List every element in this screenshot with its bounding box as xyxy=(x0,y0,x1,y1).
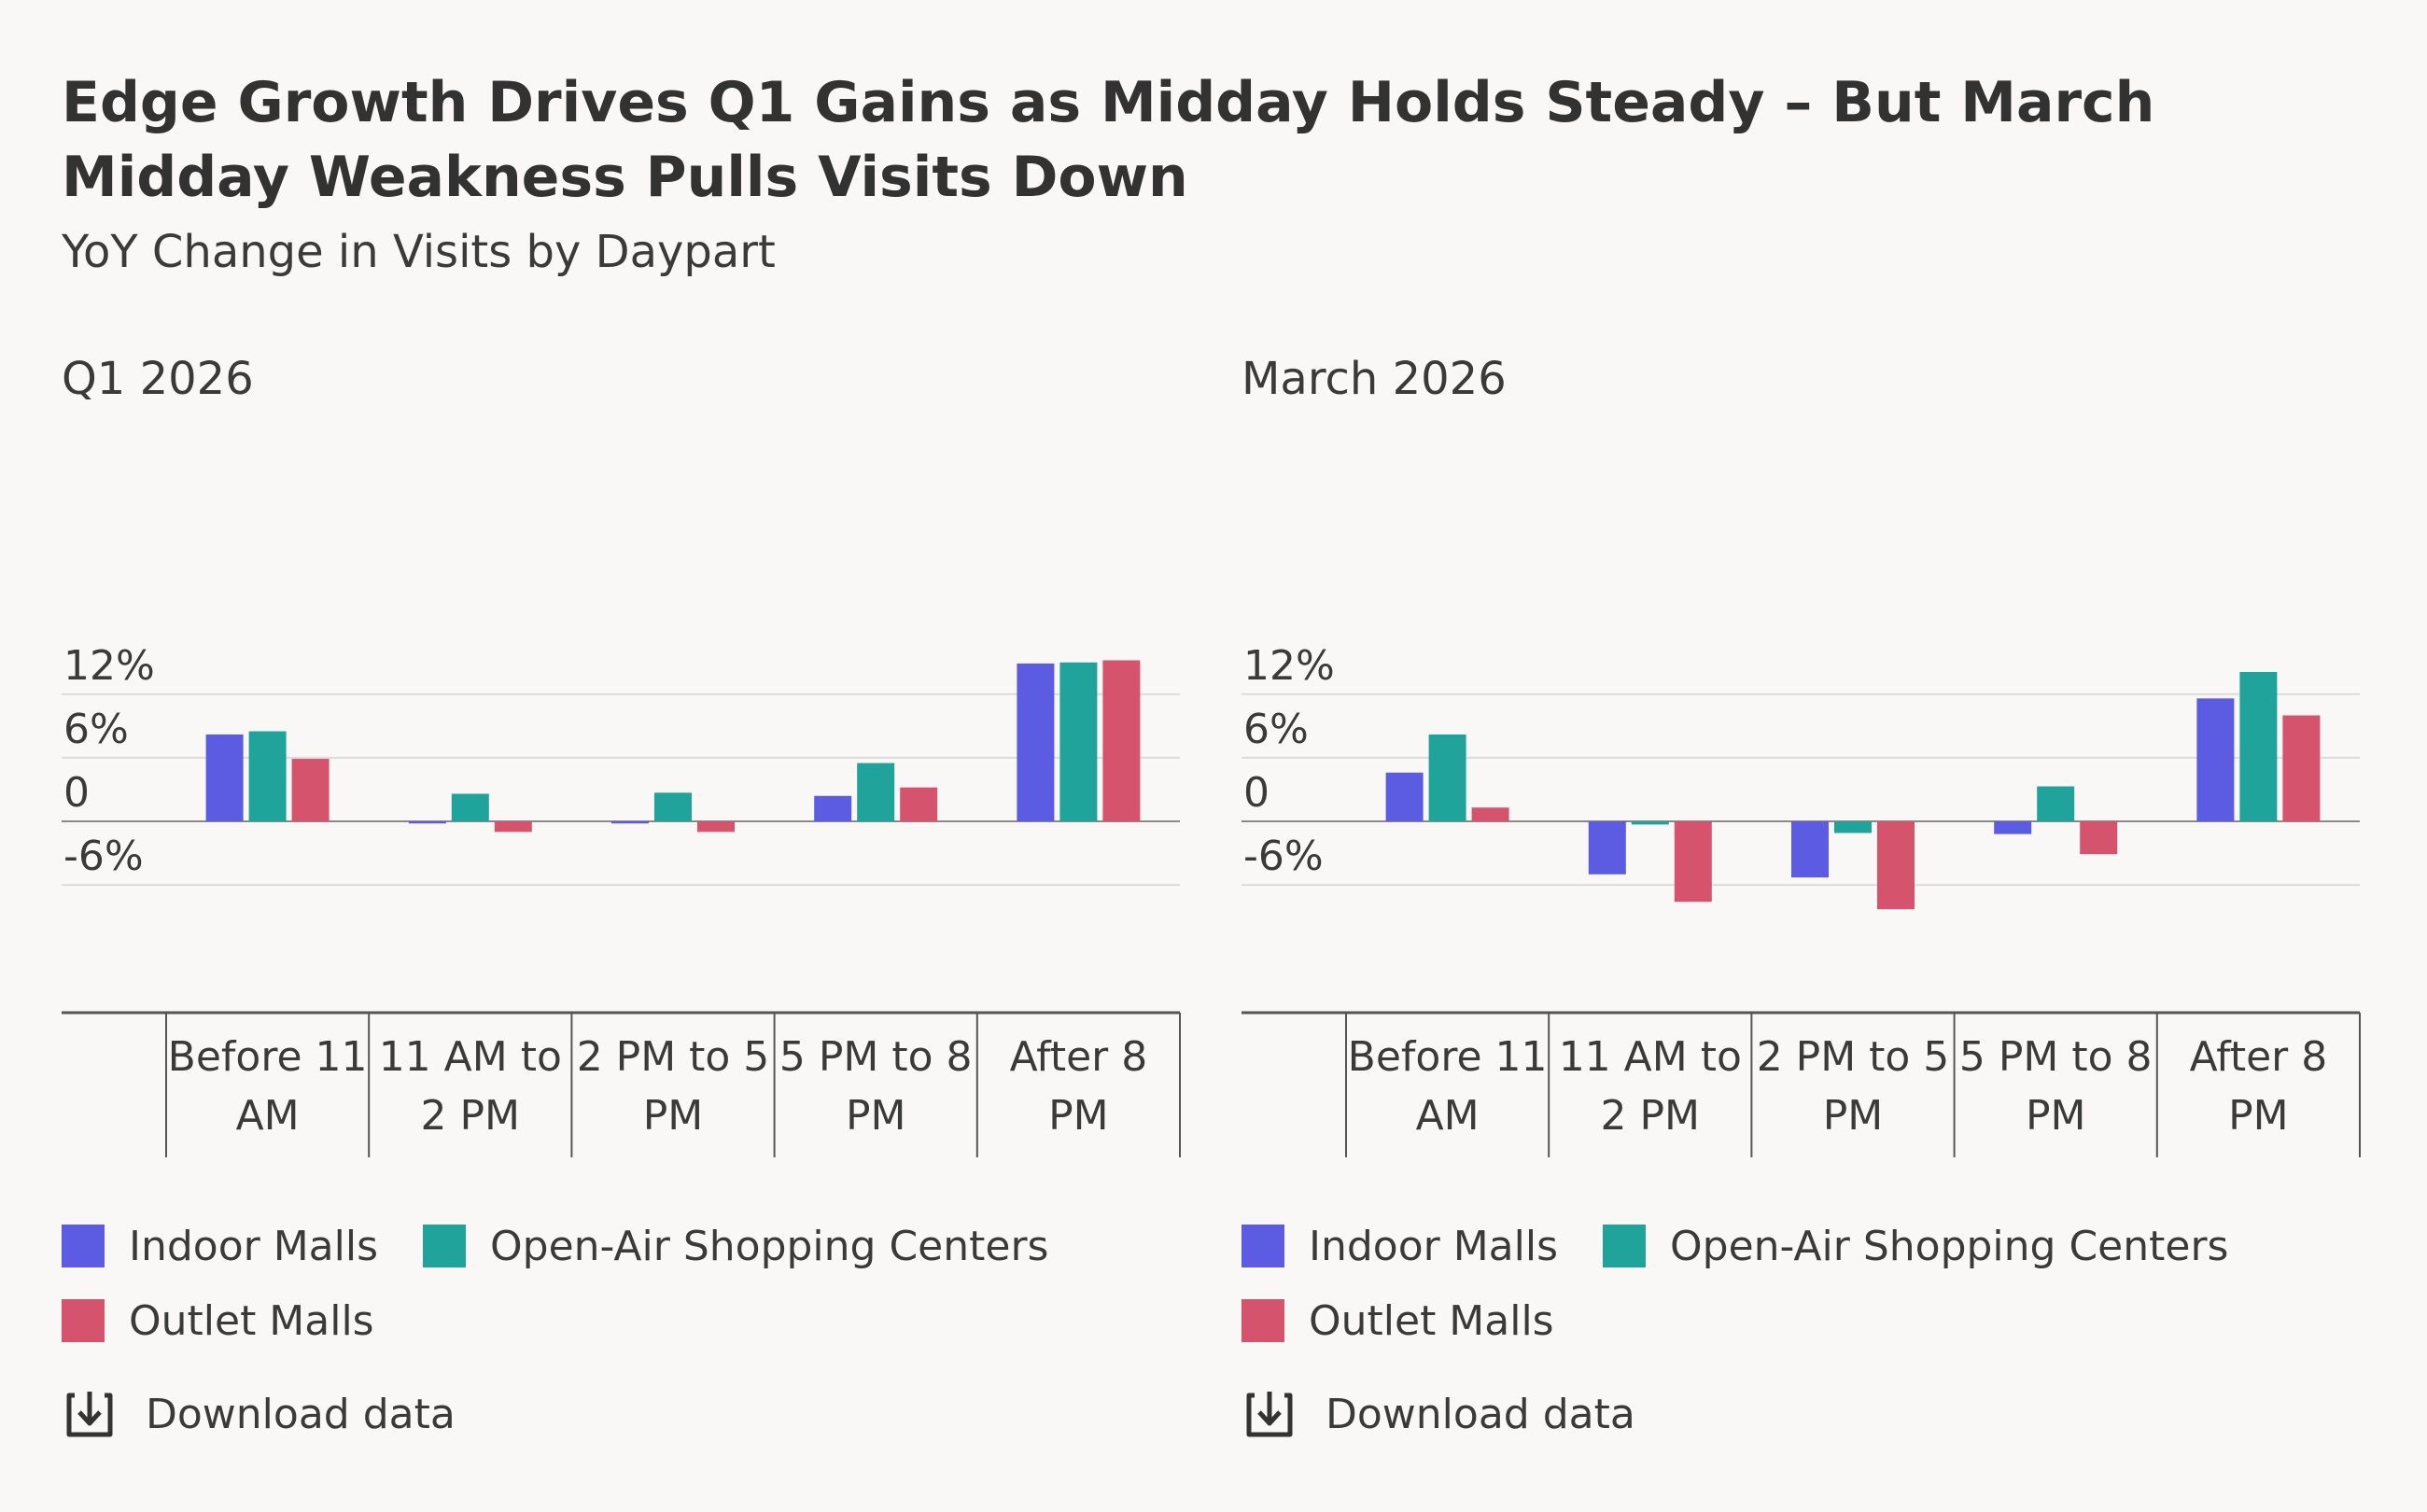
download-label: Download data xyxy=(146,1390,456,1438)
download-label: Download data xyxy=(1326,1390,1635,1438)
legend-label: Indoor Malls xyxy=(129,1222,379,1270)
x-tick-label: PM xyxy=(1048,1092,1109,1140)
bar-outlet-malls xyxy=(494,821,532,833)
bar-chart-q1: 12% 6% 0 -6% Before 11 AM 11 AM to 2 PM 2 PM to … xyxy=(62,642,1181,1157)
bar-outlet-malls xyxy=(291,759,330,821)
y-tick-label: 12% xyxy=(63,642,155,690)
legend-swatch xyxy=(62,1299,105,1342)
bar-outlet-malls xyxy=(1674,821,1712,903)
legend-item-open-air: Open-Air Shopping Centers xyxy=(423,1218,1048,1274)
x-tick-label: 2 PM to 5 xyxy=(577,1033,770,1081)
download-icon xyxy=(66,1392,113,1437)
y-tick-label: 0 xyxy=(63,769,90,817)
bar-indoor-malls xyxy=(408,821,446,824)
legend-item-indoor-malls: Indoor Malls xyxy=(1242,1218,1558,1274)
x-tick-label: PM xyxy=(2228,1092,2289,1140)
x-tick-label: 5 PM to 8 xyxy=(779,1033,973,1081)
bar-outlet-malls xyxy=(1471,807,1509,821)
bar-indoor-malls xyxy=(1017,663,1055,821)
bar-outlet-malls xyxy=(1877,821,1915,910)
bar-indoor-malls xyxy=(611,821,649,824)
legend-label: Indoor Malls xyxy=(1309,1222,1559,1270)
y-tick-label: 6% xyxy=(1243,706,1309,753)
legend-swatch xyxy=(1242,1299,1284,1342)
x-tick-label: 11 AM to xyxy=(379,1033,562,1081)
bar-open-air xyxy=(1059,662,1098,821)
bar-indoor-malls xyxy=(814,795,852,821)
chart-title: March 2026 xyxy=(1242,353,1507,405)
legend-item-outlet-malls: Outlet Malls xyxy=(1242,1293,1554,1349)
legend-label: Open-Air Shopping Centers xyxy=(1670,1222,2229,1270)
x-tick-label: 11 AM to xyxy=(1559,1033,1742,1081)
x-tick-label: 5 PM to 8 xyxy=(1959,1033,2153,1081)
bar-outlet-malls xyxy=(697,821,735,833)
bar-open-air xyxy=(2239,671,2278,821)
chart-panel-march: March 2026 12% 6% 0 -6% Before 11 AM 11 AM to 2… xyxy=(1242,345,2380,1465)
x-tick-label: PM xyxy=(643,1092,704,1140)
chart-panel-q1: Q1 2026 12% 6% 0 -6% Before 11 AM 11 AM to 2 PM… xyxy=(62,345,1200,1465)
legend-label: Outlet Malls xyxy=(129,1296,374,1345)
bar-open-air xyxy=(1428,734,1466,821)
bar-outlet-malls xyxy=(1102,660,1141,821)
bar-indoor-malls xyxy=(2196,698,2235,821)
y-tick-label: 6% xyxy=(63,706,129,753)
x-tick-label: AM xyxy=(236,1092,300,1140)
legend-label: Open-Air Shopping Centers xyxy=(490,1222,1049,1270)
x-tick-label: PM xyxy=(846,1092,906,1140)
bar-open-air xyxy=(654,792,692,821)
x-tick-label: Before 11 xyxy=(1348,1033,1548,1081)
bar-open-air xyxy=(857,763,895,821)
download-data-button[interactable]: Download data xyxy=(62,1381,456,1447)
bar-chart-march: 12% 6% 0 -6% Before 11 AM 11 AM to 2 PM 2 PM to … xyxy=(1242,642,2361,1157)
bar-open-air xyxy=(248,731,287,821)
y-tick-label: 0 xyxy=(1243,769,1270,817)
x-tick-label: 2 PM xyxy=(421,1092,520,1140)
page-title: Edge Growth Drives Q1 Gains as Midday Ho… xyxy=(62,70,2155,210)
x-tick-label: PM xyxy=(1823,1092,1884,1140)
download-icon xyxy=(1246,1392,1293,1437)
legend-swatch xyxy=(62,1225,105,1267)
download-data-button[interactable]: Download data xyxy=(1242,1381,1635,1447)
x-tick-label: 2 PM to 5 xyxy=(1757,1033,1950,1081)
page-subtitle: YoY Change in Visits by Daypart xyxy=(62,226,776,278)
bar-indoor-malls xyxy=(1791,821,1829,878)
legend-swatch xyxy=(1603,1225,1646,1267)
y-tick-label: -6% xyxy=(1243,833,1324,880)
y-tick-label: 12% xyxy=(1243,642,1335,690)
chart-title: Q1 2026 xyxy=(62,353,254,405)
x-tick-label: PM xyxy=(2026,1092,2086,1140)
bar-indoor-malls xyxy=(1385,772,1424,821)
legend-item-open-air: Open-Air Shopping Centers xyxy=(1603,1218,2228,1274)
legend-item-indoor-malls: Indoor Malls xyxy=(62,1218,378,1274)
x-tick-label: AM xyxy=(1416,1092,1480,1140)
x-tick-label: Before 11 xyxy=(168,1033,368,1081)
legend-swatch xyxy=(1242,1225,1284,1267)
bar-outlet-malls xyxy=(2080,821,2118,855)
bar-open-air xyxy=(2037,786,2075,821)
legend-label: Outlet Malls xyxy=(1309,1296,1554,1345)
legend-item-outlet-malls: Outlet Malls xyxy=(62,1293,374,1349)
bar-open-air xyxy=(1631,821,1669,825)
x-tick-label: 2 PM xyxy=(1601,1092,1700,1140)
legend-swatch xyxy=(423,1225,466,1267)
y-tick-label: -6% xyxy=(63,833,144,880)
bar-outlet-malls xyxy=(2282,715,2321,821)
bar-open-air xyxy=(1834,821,1872,833)
x-tick-label: After 8 xyxy=(1010,1033,1148,1081)
bar-indoor-malls xyxy=(1994,821,2032,834)
bar-open-air xyxy=(451,793,489,821)
bar-outlet-malls xyxy=(900,787,938,821)
bar-indoor-malls xyxy=(205,734,244,821)
bar-indoor-malls xyxy=(1588,821,1626,875)
x-tick-label: After 8 xyxy=(2190,1033,2328,1081)
